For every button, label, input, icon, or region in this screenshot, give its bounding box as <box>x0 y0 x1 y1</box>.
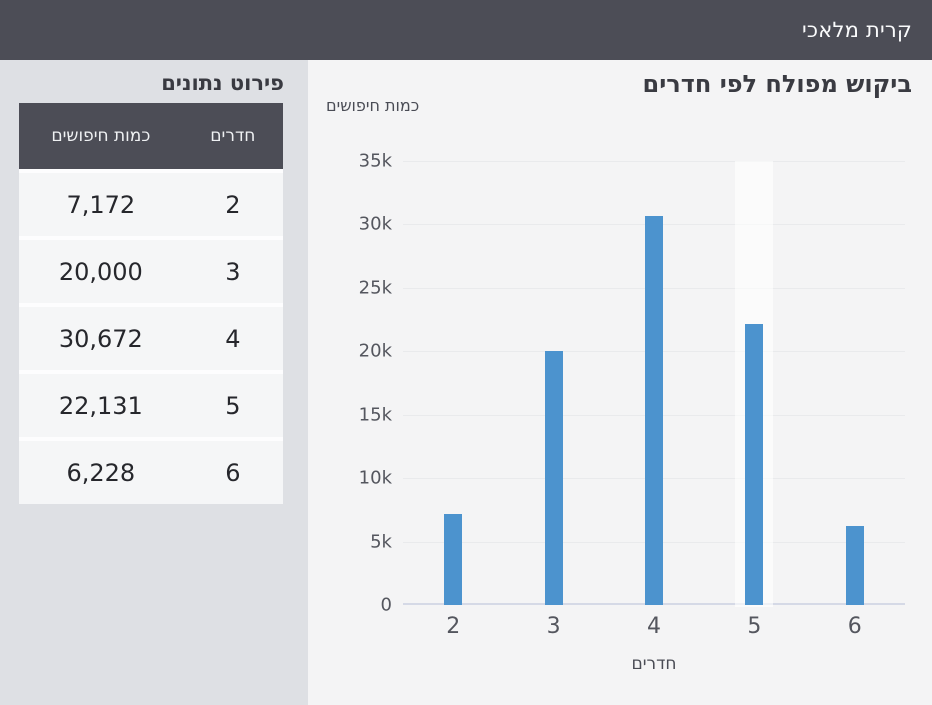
x-tick-label: 4 <box>647 614 661 639</box>
y-tick-label: 5k <box>370 531 392 553</box>
x-tick-label: 2 <box>446 614 461 639</box>
x-axis-label: חדרים <box>631 654 677 674</box>
bar-rooms-6[interactable] <box>845 526 864 605</box>
cell-rooms: 6 <box>225 458 241 487</box>
cell-searches: 30,672 <box>58 324 143 353</box>
app-header: קרית מלאכי <box>0 0 932 60</box>
table-title: פירוט נתונים <box>161 71 284 95</box>
sidebar: פירוט נתונים כמות חיפושים חדרים 7,172 2 20… <box>0 60 308 705</box>
table-row: 22,131 5 <box>19 374 283 437</box>
table-header-row: כמות חיפושים חדרים <box>19 103 283 169</box>
y-axis-label: כמות חיפושים <box>326 96 420 115</box>
data-table: כמות חיפושים חדרים 7,172 2 20,000 3 30,672 4 2… <box>19 103 283 504</box>
y-tick-label: 25k <box>358 277 392 299</box>
gridline <box>403 161 905 162</box>
bar-rooms-5[interactable] <box>745 324 764 605</box>
y-tick-label: 35k <box>358 150 392 172</box>
cell-searches: 6,228 <box>66 458 136 487</box>
x-tick-label: 5 <box>747 614 762 639</box>
chart-panel: ביקוש מפולח לפי חדרים כמות חיפושים 0 5k 10… <box>308 60 932 705</box>
y-tick-label: 20k <box>358 340 392 362</box>
cell-rooms: 4 <box>225 324 241 353</box>
y-tick-label: 30k <box>358 213 392 235</box>
y-tick-label: 0 <box>380 594 392 616</box>
plot-area: 0 5k 10k 15k 20k 25k 30k 35k 2 3 4 5 6 <box>359 151 905 639</box>
table-row: 7,172 2 <box>19 173 283 236</box>
table-row: 20,000 3 <box>19 240 283 303</box>
table-row: 6,228 6 <box>19 441 283 504</box>
y-tick-label: 15k <box>358 404 392 426</box>
cell-searches: 20,000 <box>58 257 143 286</box>
main-content: פירוט נתונים כמות חיפושים חדרים 7,172 2 20… <box>0 60 932 705</box>
cell-searches: 22,131 <box>58 391 143 420</box>
y-tick-label: 10k <box>358 467 392 489</box>
cell-rooms: 3 <box>225 257 241 286</box>
cell-rooms: 5 <box>225 391 241 420</box>
column-header-rooms: חדרים <box>210 126 256 146</box>
cell-rooms: 2 <box>225 190 241 219</box>
table-row: 30,672 4 <box>19 307 283 370</box>
bar-rooms-4[interactable] <box>645 215 663 605</box>
x-tick-label: 3 <box>546 614 561 639</box>
bar-rooms-3[interactable] <box>544 351 563 605</box>
bar-rooms-2[interactable] <box>444 514 463 605</box>
cell-searches: 7,172 <box>66 190 136 219</box>
column-header-searches: כמות חיפושים <box>51 126 151 146</box>
table-body: 7,172 2 20,000 3 30,672 4 22,131 5 6,228 6 <box>19 173 283 504</box>
x-tick-label: 6 <box>847 614 862 639</box>
chart-title: ביקוש מפולח לפי חדרים <box>642 70 912 98</box>
page-title: קרית מלאכי <box>802 18 912 42</box>
